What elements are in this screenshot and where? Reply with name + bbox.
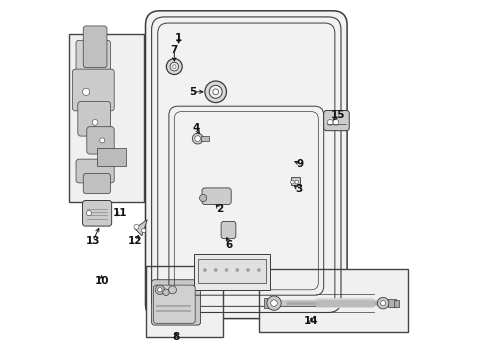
Circle shape	[209, 85, 222, 98]
Bar	[201, 136, 209, 141]
Text: 12: 12	[128, 236, 142, 246]
Text: 9: 9	[296, 159, 303, 169]
Bar	[145, 266, 223, 337]
Circle shape	[141, 228, 145, 233]
FancyBboxPatch shape	[83, 26, 107, 68]
Text: 11: 11	[113, 208, 127, 218]
Text: 2: 2	[215, 204, 223, 214]
Text: 15: 15	[330, 110, 345, 120]
FancyBboxPatch shape	[83, 174, 110, 194]
Text: 3: 3	[294, 184, 302, 194]
Text: 8: 8	[172, 332, 180, 342]
FancyBboxPatch shape	[221, 221, 235, 239]
Circle shape	[199, 194, 206, 202]
Circle shape	[294, 180, 298, 184]
Bar	[393, 300, 398, 307]
Circle shape	[212, 89, 218, 95]
Circle shape	[326, 120, 332, 125]
Circle shape	[82, 88, 89, 95]
Text: 10: 10	[94, 276, 109, 286]
Circle shape	[332, 120, 338, 125]
Circle shape	[172, 65, 176, 68]
Text: 5: 5	[189, 87, 196, 97]
FancyBboxPatch shape	[323, 111, 348, 131]
Text: 1: 1	[175, 33, 182, 43]
Circle shape	[194, 136, 200, 141]
Circle shape	[158, 288, 162, 292]
Circle shape	[163, 289, 169, 296]
Text: 14: 14	[303, 316, 318, 326]
Circle shape	[214, 269, 217, 271]
Text: 6: 6	[225, 240, 232, 250]
FancyBboxPatch shape	[145, 11, 346, 319]
Text: 7: 7	[170, 45, 178, 55]
Circle shape	[257, 269, 260, 271]
Text: 13: 13	[85, 236, 100, 246]
Circle shape	[86, 211, 91, 216]
Bar	[97, 148, 125, 166]
FancyBboxPatch shape	[76, 159, 114, 183]
Bar	[387, 299, 396, 307]
FancyBboxPatch shape	[151, 280, 200, 325]
Bar	[258, 269, 407, 332]
Circle shape	[170, 62, 178, 71]
FancyBboxPatch shape	[76, 40, 110, 78]
Circle shape	[100, 138, 104, 143]
FancyBboxPatch shape	[87, 127, 114, 154]
Text: 4: 4	[192, 123, 199, 133]
Circle shape	[203, 269, 206, 271]
Circle shape	[92, 120, 98, 125]
Bar	[264, 298, 271, 308]
Circle shape	[204, 81, 226, 103]
Circle shape	[377, 297, 388, 309]
Bar	[194, 254, 269, 290]
Circle shape	[134, 224, 139, 229]
Circle shape	[270, 300, 277, 306]
Circle shape	[155, 285, 164, 294]
Circle shape	[166, 59, 182, 75]
Bar	[290, 177, 299, 185]
FancyBboxPatch shape	[202, 188, 231, 204]
Circle shape	[235, 269, 238, 271]
FancyBboxPatch shape	[82, 201, 111, 226]
FancyBboxPatch shape	[72, 69, 114, 111]
Circle shape	[168, 286, 176, 294]
FancyBboxPatch shape	[78, 102, 110, 136]
Circle shape	[192, 133, 203, 144]
Bar	[197, 259, 265, 283]
Circle shape	[224, 269, 227, 271]
Circle shape	[266, 296, 281, 310]
FancyBboxPatch shape	[153, 285, 195, 323]
Circle shape	[246, 269, 249, 271]
Circle shape	[290, 180, 294, 184]
Polygon shape	[134, 220, 147, 236]
Circle shape	[380, 301, 385, 306]
Bar	[69, 34, 144, 202]
